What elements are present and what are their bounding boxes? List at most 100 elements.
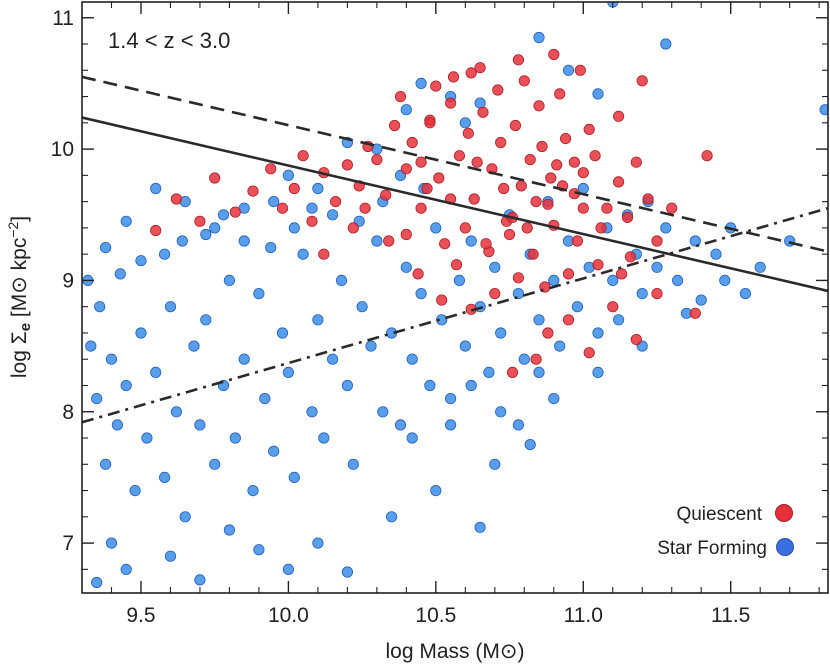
data-point-quiescent	[468, 193, 480, 205]
data-point-quiescent	[701, 150, 713, 162]
fit-line-dashdot	[82, 206, 828, 424]
y-tick-label: 7	[62, 532, 74, 555]
data-point-star-forming	[489, 458, 501, 470]
data-point-quiescent	[480, 238, 492, 250]
data-point-star-forming	[719, 274, 731, 286]
y-axis-label-exp: −2	[5, 221, 21, 237]
data-point-quiescent	[503, 228, 516, 241]
data-point-star-forming	[276, 327, 289, 339]
data-point-star-forming	[592, 88, 604, 100]
data-point-quiescent	[433, 172, 445, 184]
data-point-star-forming	[135, 255, 147, 267]
data-point-quiescent	[424, 117, 436, 129]
data-point-quiescent	[450, 259, 463, 271]
data-point-star-forming	[562, 64, 575, 76]
data-point-quiescent	[498, 182, 510, 195]
data-point-star-forming	[518, 353, 530, 365]
x-axis-label: log Mass (M⊙)	[386, 640, 525, 663]
data-point-quiescent	[415, 202, 427, 214]
data-point-quiescent	[612, 176, 625, 188]
data-point-star-forming	[592, 366, 604, 378]
data-point-star-forming	[533, 366, 545, 378]
data-point-star-forming	[326, 353, 339, 365]
legend-label-star-forming: Star Forming	[657, 538, 767, 559]
data-point-star-forming	[430, 222, 442, 234]
data-point-quiescent	[329, 196, 342, 208]
data-point-star-forming	[459, 117, 471, 129]
data-point-quiescent	[568, 156, 581, 168]
data-point-quiescent	[341, 159, 353, 171]
data-point-quiescent	[651, 287, 663, 300]
fit-lines-layer	[82, 75, 828, 424]
x-tick-label: 11.0	[564, 604, 603, 627]
data-point-star-forming	[238, 235, 250, 247]
data-point-quiescent	[447, 71, 460, 83]
data-point-quiescent	[554, 88, 566, 100]
data-point-star-forming	[238, 353, 250, 365]
data-point-quiescent	[542, 198, 554, 210]
y-axis-label-log: log	[8, 344, 31, 378]
plot-frame	[81, 1, 829, 594]
data-point-star-forming	[164, 301, 177, 313]
data-point-star-forming	[229, 432, 241, 444]
data-point-star-forming	[288, 471, 300, 483]
x-tick-label: 10.5	[415, 604, 456, 627]
data-point-quiescent	[621, 211, 634, 223]
data-point-quiescent	[551, 159, 563, 171]
data-point-star-forming	[312, 537, 324, 549]
data-point-quiescent	[589, 150, 601, 162]
data-point-star-forming	[554, 340, 566, 352]
data-point-quiescent	[583, 123, 595, 135]
data-point-quiescent	[521, 222, 533, 234]
data-point-quiescent	[512, 272, 525, 284]
data-point-star-forming	[371, 235, 383, 247]
data-point-quiescent	[465, 67, 477, 79]
data-point-quiescent	[421, 182, 433, 195]
data-point-star-forming	[356, 301, 368, 313]
data-point-star-forming	[400, 104, 412, 116]
data-point-star-forming	[282, 169, 294, 181]
data-point-star-forming	[176, 235, 188, 247]
data-point-quiescent	[394, 91, 407, 103]
data-point-quiescent	[530, 353, 542, 365]
data-point-star-forming	[710, 248, 722, 260]
data-point-quiescent	[288, 182, 300, 195]
data-point-star-forming	[465, 235, 477, 247]
data-point-star-forming	[607, 274, 619, 286]
data-point-quiescent	[265, 163, 277, 175]
data-point-quiescent	[306, 215, 318, 227]
data-point-star-forming	[297, 248, 309, 260]
data-point-quiescent	[276, 202, 289, 214]
data-point-quiescent	[689, 307, 701, 319]
data-point-quiescent	[318, 248, 330, 260]
data-point-star-forming	[819, 104, 828, 116]
data-point-quiescent	[518, 75, 530, 87]
data-point-quiescent	[170, 193, 182, 205]
data-point-quiescent	[492, 84, 504, 96]
data-point-quiescent	[347, 222, 359, 234]
data-point-quiescent	[607, 301, 619, 313]
data-point-star-forming	[91, 576, 103, 589]
data-point-star-forming	[377, 406, 389, 418]
data-point-star-forming	[164, 550, 177, 562]
data-point-star-forming	[406, 353, 418, 365]
data-point-quiescent	[624, 251, 637, 263]
data-point-star-forming	[636, 287, 648, 300]
y-tick-label: 10	[51, 138, 74, 161]
x-tick-label: 10.0	[268, 604, 309, 627]
x-tick-label: 9.5	[126, 604, 155, 627]
data-point-star-forming	[306, 406, 318, 418]
data-point-quiescent	[527, 248, 539, 260]
data-point-star-forming	[341, 566, 353, 578]
data-point-quiescent	[530, 196, 542, 208]
data-point-star-forming	[341, 379, 353, 392]
data-point-star-forming	[548, 274, 560, 286]
data-point-star-forming	[453, 274, 465, 286]
data-point-quiescent	[495, 136, 507, 149]
data-point-star-forming	[282, 366, 294, 378]
data-point-quiescent	[574, 64, 586, 76]
data-point-quiescent	[592, 259, 604, 271]
data-point-star-forming	[400, 261, 412, 273]
